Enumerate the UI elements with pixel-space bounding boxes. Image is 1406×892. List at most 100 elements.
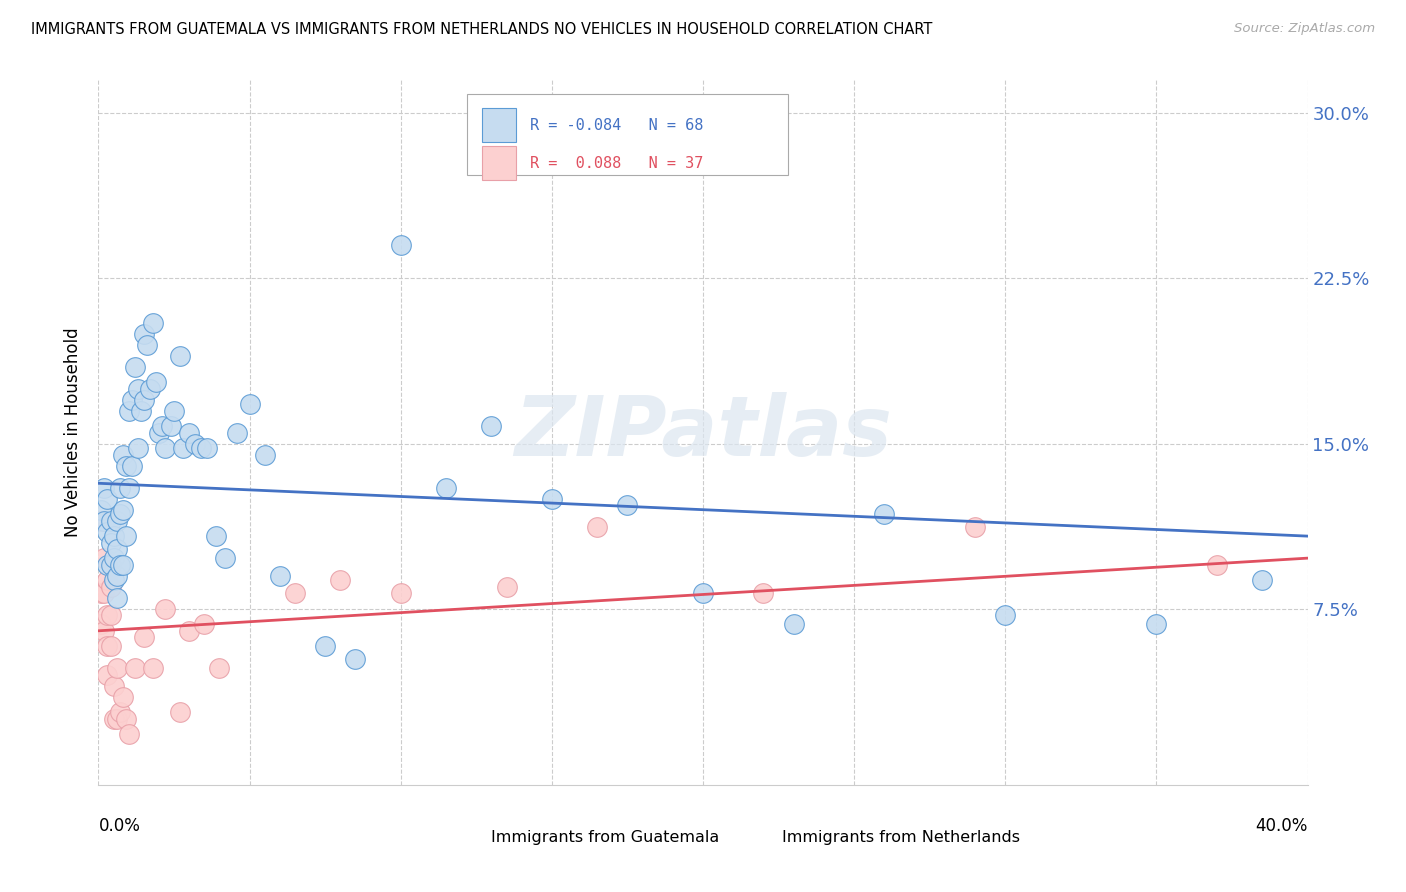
- Point: [114, 529, 136, 543]
- Point: [389, 586, 412, 600]
- Point: [118, 727, 141, 741]
- Point: [124, 359, 146, 374]
- Point: [114, 712, 136, 726]
- Point: [153, 441, 176, 455]
- Point: [96, 524, 118, 539]
- Point: [142, 661, 165, 675]
- Point: [127, 441, 149, 455]
- Point: [103, 679, 125, 693]
- Point: [205, 529, 228, 543]
- Point: [163, 403, 186, 417]
- Point: [195, 441, 218, 455]
- Point: [540, 491, 562, 506]
- Point: [118, 403, 141, 417]
- Point: [132, 392, 155, 407]
- Point: [1251, 573, 1274, 587]
- Point: [179, 425, 201, 440]
- Point: [495, 580, 517, 594]
- Point: [103, 551, 125, 566]
- Point: [96, 639, 118, 653]
- Point: [103, 573, 125, 587]
- Point: [153, 602, 176, 616]
- Point: [96, 573, 118, 587]
- Point: [93, 514, 115, 528]
- Point: [103, 529, 125, 543]
- Text: Source: ZipAtlas.com: Source: ZipAtlas.com: [1234, 22, 1375, 36]
- Point: [96, 491, 118, 506]
- Point: [239, 397, 262, 411]
- Point: [93, 481, 115, 495]
- Point: [329, 573, 352, 587]
- Point: [90, 502, 112, 516]
- Point: [108, 507, 131, 521]
- Point: [692, 586, 714, 600]
- Point: [108, 481, 131, 495]
- Point: [135, 337, 157, 351]
- Point: [100, 608, 122, 623]
- Point: [132, 631, 155, 645]
- Point: [96, 668, 118, 682]
- Point: [145, 375, 167, 389]
- Point: [226, 425, 249, 440]
- Point: [344, 652, 367, 666]
- Point: [160, 419, 183, 434]
- Point: [434, 481, 457, 495]
- Point: [90, 586, 112, 600]
- Text: Immigrants from Guatemala: Immigrants from Guatemala: [492, 830, 720, 845]
- Text: R = -0.084   N = 68: R = -0.084 N = 68: [530, 118, 703, 133]
- Point: [111, 558, 134, 572]
- Point: [184, 436, 207, 450]
- Point: [616, 498, 638, 512]
- Point: [103, 712, 125, 726]
- Point: [105, 542, 128, 557]
- Point: [129, 403, 152, 417]
- Point: [111, 502, 134, 516]
- Point: [100, 639, 122, 653]
- Text: Immigrants from Netherlands: Immigrants from Netherlands: [782, 830, 1019, 845]
- Point: [121, 392, 143, 407]
- Point: [139, 382, 162, 396]
- Text: R =  0.088   N = 37: R = 0.088 N = 37: [530, 156, 703, 170]
- Point: [93, 551, 115, 566]
- Point: [105, 661, 128, 675]
- Point: [253, 448, 276, 462]
- Point: [994, 608, 1017, 623]
- Point: [169, 706, 191, 720]
- Point: [108, 706, 131, 720]
- Point: [111, 448, 134, 462]
- Point: [965, 520, 987, 534]
- Point: [269, 568, 291, 582]
- Point: [100, 558, 122, 572]
- Point: [93, 624, 115, 638]
- Point: [90, 514, 112, 528]
- Point: [142, 316, 165, 330]
- Point: [284, 586, 307, 600]
- Point: [96, 608, 118, 623]
- Point: [586, 520, 609, 534]
- Point: [100, 514, 122, 528]
- Point: [100, 580, 122, 594]
- Point: [389, 238, 412, 252]
- Point: [105, 712, 128, 726]
- FancyBboxPatch shape: [456, 814, 482, 843]
- FancyBboxPatch shape: [482, 146, 516, 180]
- FancyBboxPatch shape: [482, 108, 516, 142]
- Point: [132, 326, 155, 341]
- Point: [127, 382, 149, 396]
- Point: [90, 617, 112, 632]
- FancyBboxPatch shape: [467, 95, 787, 176]
- Point: [150, 419, 173, 434]
- Point: [105, 568, 128, 582]
- Point: [121, 458, 143, 473]
- Point: [114, 458, 136, 473]
- Point: [752, 586, 775, 600]
- Point: [214, 551, 236, 566]
- Point: [190, 441, 212, 455]
- Point: [314, 639, 336, 653]
- Point: [1206, 558, 1229, 572]
- Point: [783, 617, 806, 632]
- Point: [179, 624, 201, 638]
- Point: [208, 661, 231, 675]
- Point: [111, 690, 134, 704]
- Point: [118, 481, 141, 495]
